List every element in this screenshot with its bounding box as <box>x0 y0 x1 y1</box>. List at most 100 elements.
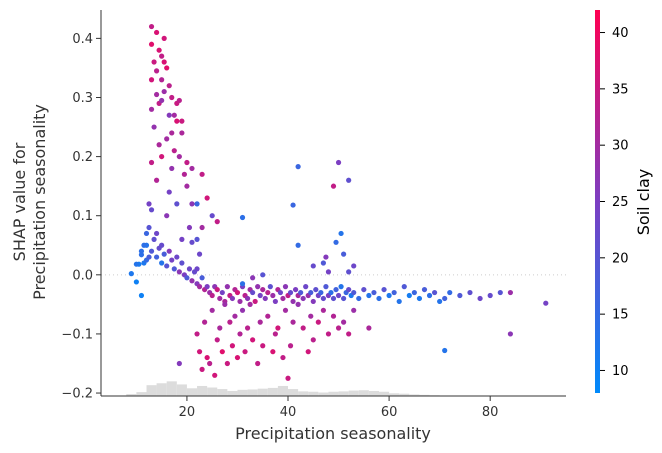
data-point <box>164 213 170 219</box>
x-tick-label: 40 <box>280 405 297 420</box>
histogram-bar <box>146 385 157 396</box>
data-point <box>303 284 309 290</box>
data-point <box>308 289 314 296</box>
data-point <box>282 284 289 290</box>
y-tick-label: −0.1 <box>61 327 93 342</box>
data-point <box>265 289 271 296</box>
data-point <box>250 289 256 296</box>
data-point <box>341 319 347 325</box>
data-point <box>252 298 258 305</box>
data-point <box>287 343 294 349</box>
colorbar-tick-label: 15 <box>612 308 629 323</box>
histogram-bar <box>126 394 137 396</box>
data-point <box>260 286 266 293</box>
data-point <box>156 47 162 53</box>
data-point <box>179 236 185 242</box>
data-point <box>320 295 326 302</box>
data-point <box>287 289 294 296</box>
data-point <box>174 118 180 124</box>
data-point <box>292 286 299 293</box>
data-point <box>229 343 236 349</box>
data-point <box>487 292 493 299</box>
data-point <box>277 289 284 296</box>
data-point <box>543 300 549 306</box>
data-point <box>194 331 200 337</box>
data-point <box>239 214 246 221</box>
data-point <box>338 230 344 237</box>
data-point <box>323 254 329 260</box>
histogram-bar <box>247 389 258 396</box>
data-point <box>133 261 139 267</box>
data-point <box>244 295 251 302</box>
data-point <box>295 164 301 170</box>
data-point <box>179 260 185 266</box>
data-point <box>320 260 326 266</box>
data-point <box>244 325 251 331</box>
data-point <box>148 106 155 112</box>
colorbar-tick-label: 35 <box>612 82 629 97</box>
histogram-bar <box>368 390 379 396</box>
data-point <box>300 325 306 331</box>
data-point <box>250 337 256 343</box>
data-point <box>250 275 256 281</box>
data-point <box>164 263 170 269</box>
data-point <box>242 349 248 355</box>
data-point <box>199 224 205 231</box>
y-axis-label-line1: SHAP value for <box>10 142 29 261</box>
data-point <box>280 295 286 302</box>
data-point <box>161 88 167 95</box>
colorbar-tick-label: 40 <box>612 26 629 41</box>
data-point <box>148 207 155 213</box>
data-point <box>255 360 261 367</box>
histogram-bar <box>217 389 228 396</box>
colorbar <box>595 10 600 393</box>
data-point <box>207 360 213 367</box>
data-point <box>227 319 233 325</box>
data-point <box>138 292 145 299</box>
x-tick-label: 60 <box>381 405 398 420</box>
histogram-bar <box>389 393 400 396</box>
data-point <box>396 298 402 305</box>
data-point <box>164 65 170 71</box>
data-point <box>222 301 228 307</box>
scatter-points <box>128 23 549 381</box>
data-point <box>447 289 453 296</box>
data-point <box>166 189 172 195</box>
data-point <box>391 289 397 296</box>
data-point <box>196 284 203 290</box>
data-point <box>507 331 514 337</box>
data-point <box>457 292 463 299</box>
y-tick-label: 0.1 <box>72 209 93 224</box>
data-point <box>371 289 377 296</box>
data-point <box>184 159 190 166</box>
data-point <box>376 295 382 302</box>
data-point <box>174 201 180 207</box>
data-point <box>153 91 160 98</box>
data-point <box>406 292 412 299</box>
histogram <box>126 381 491 396</box>
data-point <box>204 354 210 361</box>
data-point <box>310 337 316 343</box>
data-point <box>199 366 205 372</box>
histogram-bar <box>267 387 278 396</box>
data-point <box>209 292 215 299</box>
data-point <box>148 159 155 166</box>
data-point <box>239 307 246 313</box>
histogram-bar <box>288 389 299 396</box>
data-point <box>176 269 182 275</box>
data-point <box>338 284 344 290</box>
histogram-bar <box>318 392 329 396</box>
data-point <box>411 289 417 296</box>
colorbar-tick-label: 25 <box>612 195 629 210</box>
y-tick-label: 0.4 <box>72 32 93 47</box>
data-point <box>141 242 147 248</box>
data-point <box>237 298 243 305</box>
data-point <box>346 331 352 337</box>
data-point <box>467 289 473 296</box>
data-point <box>295 242 301 248</box>
data-point <box>184 275 190 281</box>
histogram-bar <box>328 391 339 396</box>
histogram-bar <box>166 381 177 396</box>
data-point <box>153 29 160 36</box>
